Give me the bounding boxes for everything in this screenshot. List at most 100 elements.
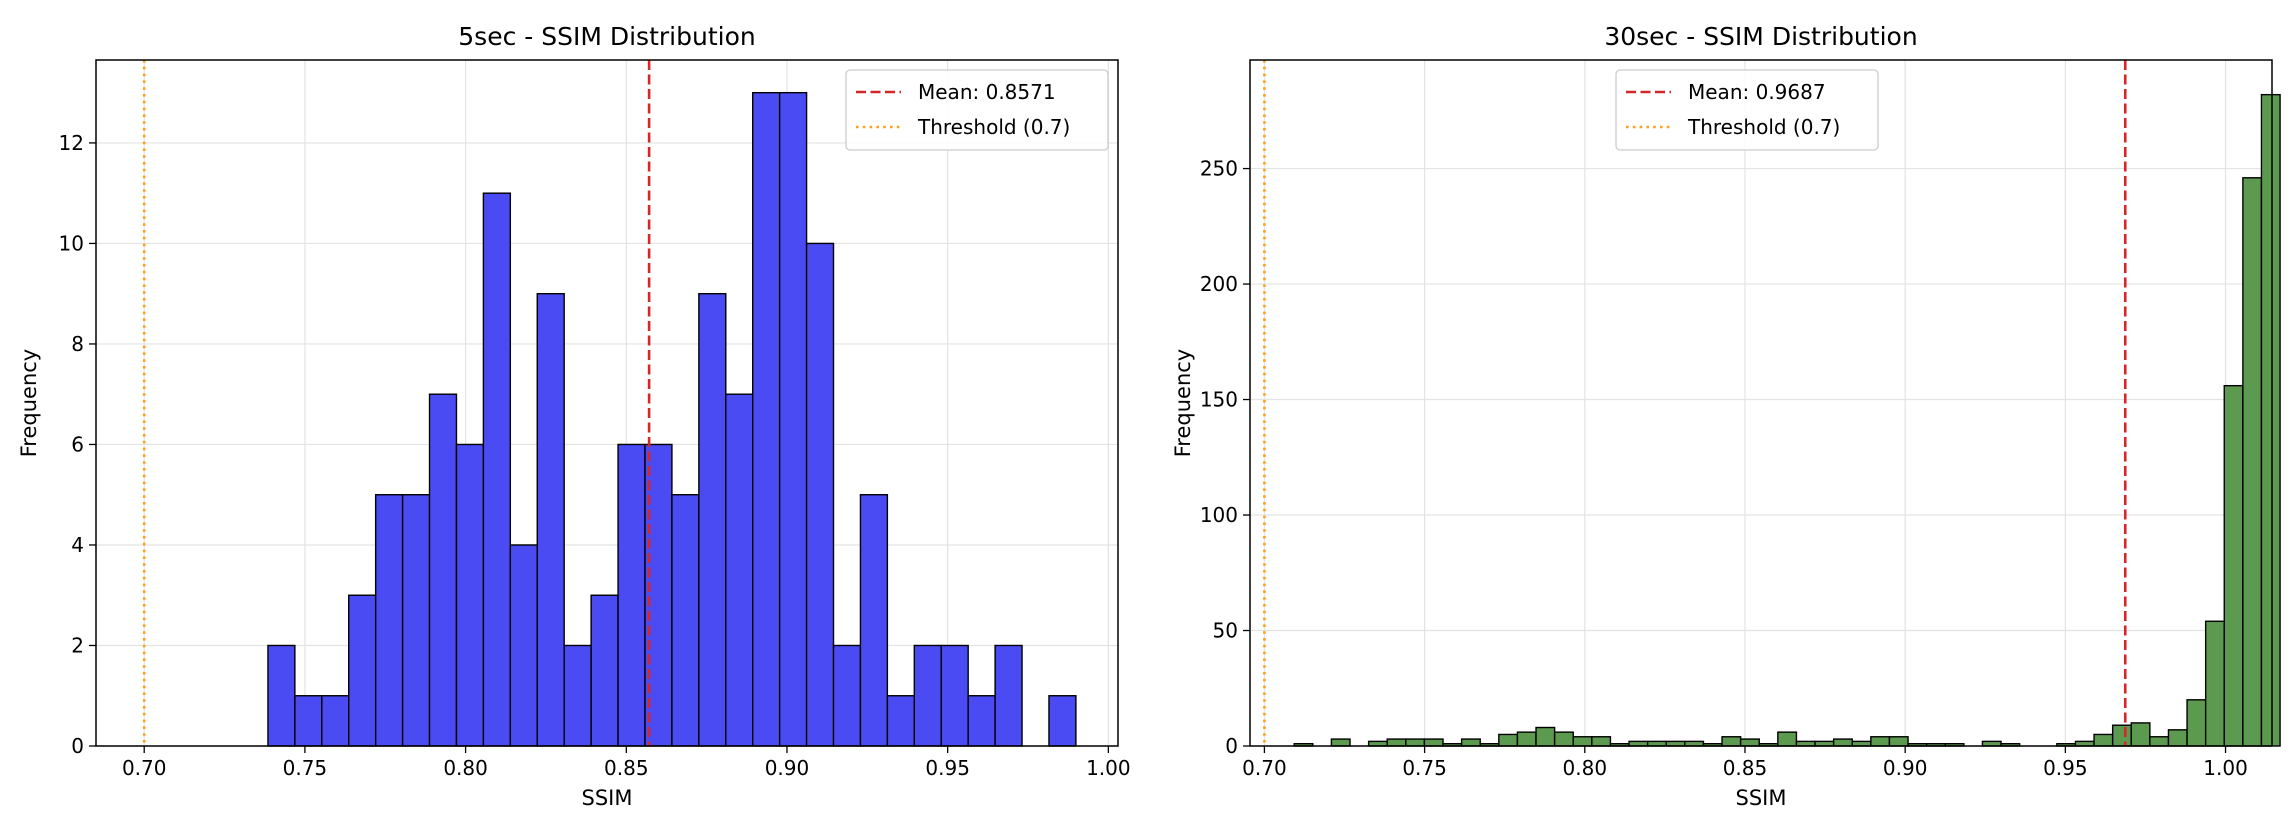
x-tick-label: 0.90 <box>1883 756 1928 780</box>
histogram-bar <box>967 695 996 747</box>
legend-box <box>845 69 1109 151</box>
histogram-bar <box>671 494 700 747</box>
histogram-bar <box>267 644 296 747</box>
histogram-bar <box>1832 738 1853 747</box>
chart-panel-1: 0.70 0.75 0.80 0.85 0.90 0.95 1.00 0 2 4 6 8 10 12 5se… <box>17 22 1131 810</box>
histogram-bar <box>2093 733 2114 747</box>
histogram-bar <box>590 594 619 747</box>
histogram-bar <box>1553 731 1574 747</box>
histogram-bar <box>348 594 377 747</box>
histogram-bar <box>2260 93 2281 747</box>
x-tick-label: 0.90 <box>765 756 810 780</box>
axes-frame <box>95 59 1119 747</box>
histogram-bar <box>832 644 862 747</box>
x-tick-label: 0.75 <box>283 756 328 780</box>
histogram-bar <box>563 644 592 747</box>
y-axis-label: Frequency <box>1171 349 1195 458</box>
x-tick-label: 1.00 <box>2203 756 2248 780</box>
y-tick-label: 150 <box>1200 388 1238 412</box>
histogram-bar <box>428 393 458 747</box>
histogram-bar <box>2111 724 2132 747</box>
histogram-bar <box>1330 738 1351 747</box>
histogram-bar <box>374 494 404 747</box>
histogram-bar <box>1460 738 1481 747</box>
chart-title: 5sec - SSIM Distribution <box>458 22 755 51</box>
chart-panel-2: 0.70 0.75 0.80 0.85 0.90 0.95 1.00 0 50 100 150 200… <box>1171 22 2281 810</box>
histogram-bar <box>994 644 1023 747</box>
legend-label: Mean: 0.8571 <box>918 80 1056 104</box>
histogram-bar <box>1423 738 1444 747</box>
histogram-bar <box>725 393 754 747</box>
histogram-bar <box>886 695 916 747</box>
chart-title: 30sec - SSIM Distribution <box>1604 22 1917 51</box>
histogram-bar <box>2167 729 2188 747</box>
legend: Mean: 0.8571 Threshold (0.7) <box>845 69 1109 151</box>
x-tick-label: 1.00 <box>1086 756 1131 780</box>
histogram-bar <box>2223 384 2244 747</box>
histogram-bar <box>778 91 808 747</box>
legend-label: Threshold (0.7) <box>1687 115 1840 139</box>
histogram-bar <box>1888 736 1909 747</box>
x-axis-label: SSIM <box>582 786 633 810</box>
legend-box <box>1615 69 1879 151</box>
histogram-bar <box>536 292 565 747</box>
histogram-bar <box>617 443 646 747</box>
legend: Mean: 0.9687 Threshold (0.7) <box>1615 69 1879 151</box>
histogram-bar <box>1405 738 1426 747</box>
y-tick-label: 250 <box>1200 157 1238 181</box>
x-tick-label: 0.85 <box>1723 756 1768 780</box>
histogram-bar <box>1870 736 1891 747</box>
y-tick-label: 100 <box>1200 503 1238 527</box>
histogram-bar <box>2186 699 2207 747</box>
histogram-bar <box>940 644 969 747</box>
y-tick-label: 6 <box>71 432 84 456</box>
y-tick-label: 10 <box>59 231 84 255</box>
x-axis-label: SSIM <box>1736 786 1787 810</box>
y-tick-label: 4 <box>71 533 84 557</box>
histogram-bar <box>1535 726 1556 747</box>
histogram-bar <box>2204 620 2225 747</box>
x-tick-label: 0.80 <box>1563 756 1608 780</box>
histogram-bar <box>2149 736 2170 747</box>
x-tick-label: 0.95 <box>2043 756 2088 780</box>
histogram-bars <box>267 91 1077 747</box>
histogram-bar <box>698 292 727 747</box>
histogram-bar <box>2130 722 2151 747</box>
histogram-bar <box>1498 733 1519 747</box>
y-tick-label: 50 <box>1213 619 1238 643</box>
y-tick-label: 200 <box>1200 272 1238 296</box>
histogram-bar <box>1572 736 1593 747</box>
x-tick-label: 0.75 <box>1402 756 1447 780</box>
y-tick-label: 0 <box>1225 734 1238 758</box>
histogram-bar <box>321 695 350 747</box>
histogram-bar <box>1516 731 1537 747</box>
histogram-bar <box>752 91 781 747</box>
y-tick-label: 0 <box>71 734 84 758</box>
histogram-bar <box>1739 738 1760 747</box>
axes-frame <box>1249 59 2273 747</box>
y-axis-label: Frequency <box>17 349 41 458</box>
histogram-bar <box>401 494 431 747</box>
histogram-bar <box>644 443 673 747</box>
x-tick-label: 0.80 <box>443 756 488 780</box>
histogram-bar <box>294 695 323 747</box>
y-tick-label: 8 <box>71 332 84 356</box>
histogram-bar <box>1386 738 1407 747</box>
histogram-bar <box>509 544 538 747</box>
histogram-bar <box>2242 177 2263 747</box>
histogram-bar <box>859 494 889 747</box>
histogram-bar <box>455 443 485 747</box>
histogram-bar <box>1777 731 1798 747</box>
histogram-bar <box>1591 736 1612 747</box>
histogram-bar <box>913 644 942 747</box>
legend-label: Mean: 0.9687 <box>1688 80 1826 104</box>
x-tick-label: 0.70 <box>122 756 167 780</box>
x-tick-label: 0.95 <box>925 756 970 780</box>
histogram-bar <box>1048 695 1077 747</box>
histogram-bar <box>1721 736 1742 747</box>
histogram-bar <box>805 242 835 747</box>
histogram-bars <box>1293 93 2281 747</box>
x-tick-label: 0.70 <box>1242 756 1287 780</box>
y-tick-label: 12 <box>59 131 84 155</box>
